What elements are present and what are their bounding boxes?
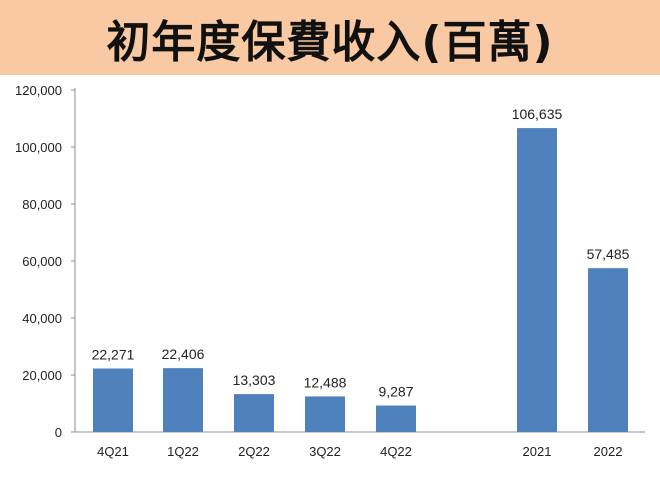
data-label: 9,287 xyxy=(378,384,413,400)
x-tick-label: 2021 xyxy=(523,444,552,459)
y-tick-label: 20,000 xyxy=(22,368,62,383)
y-tick-label: 120,000 xyxy=(15,83,62,98)
x-tick-label: 2022 xyxy=(594,444,623,459)
bar xyxy=(163,368,203,432)
data-label: 13,303 xyxy=(233,372,276,388)
x-tick-label: 2Q22 xyxy=(238,444,270,459)
y-tick-label: 80,000 xyxy=(22,197,62,212)
bar xyxy=(517,128,557,432)
x-tick-label: 4Q21 xyxy=(97,444,129,459)
data-label: 22,271 xyxy=(92,347,135,363)
y-tick-label: 100,000 xyxy=(15,140,62,155)
y-tick-label: 40,000 xyxy=(22,311,62,326)
data-label: 22,406 xyxy=(162,346,205,362)
y-tick-label: 60,000 xyxy=(22,254,62,269)
bar xyxy=(305,396,345,432)
data-label: 106,635 xyxy=(512,106,563,122)
title-banner: 初年度保費收入(百萬) xyxy=(0,0,660,75)
bar xyxy=(93,368,133,432)
bar xyxy=(234,394,274,432)
data-label: 12,488 xyxy=(304,374,347,390)
bar xyxy=(376,405,416,432)
bar xyxy=(588,268,628,432)
data-label: 57,485 xyxy=(587,246,630,262)
x-tick-label: 4Q22 xyxy=(380,444,412,459)
x-tick-label: 1Q22 xyxy=(167,444,199,459)
y-tick-label: 0 xyxy=(55,425,62,440)
x-tick-label: 3Q22 xyxy=(309,444,341,459)
chart-title: 初年度保費收入(百萬) xyxy=(106,16,554,68)
